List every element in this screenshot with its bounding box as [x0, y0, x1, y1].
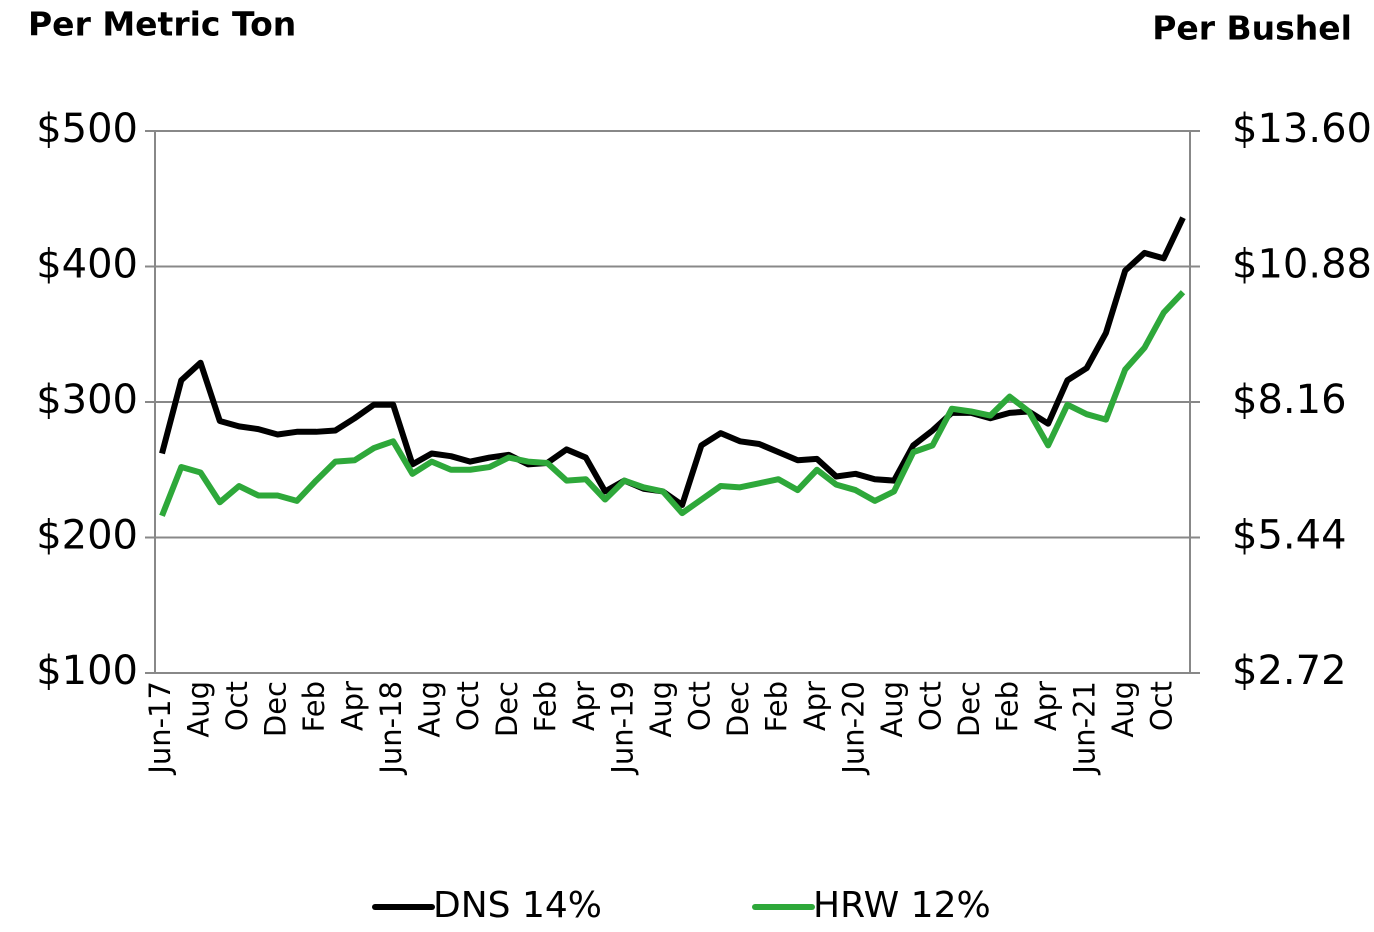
x-tick-label: Dec [259, 681, 293, 737]
x-tick-label: Jun-18 [374, 681, 408, 776]
x-tick-label: Oct [451, 681, 485, 731]
x-tick-label: Aug [875, 681, 909, 738]
x-tick-label: Oct [914, 681, 948, 731]
x-tick-label: Feb [759, 681, 793, 732]
x-tick-label: Dec [952, 681, 986, 737]
x-tick-label: Aug [182, 681, 216, 738]
x-tick-label: Jun-20 [837, 681, 871, 776]
x-tick-label: Feb [297, 681, 331, 732]
x-tick-label: Aug [1106, 681, 1140, 738]
x-tick-label: Dec [721, 681, 755, 737]
y2-tick-label: $13.60 [1232, 106, 1372, 152]
x-tick-label: Dec [490, 681, 524, 737]
x-tick-label: Apr [1029, 681, 1063, 731]
x-tick-label: Aug [644, 681, 678, 738]
x-tick-label: Jun-19 [605, 681, 639, 776]
y2-tick-label: $5.44 [1232, 513, 1347, 559]
y-tick-label: $400 [36, 242, 138, 288]
y-tick-label: $500 [36, 106, 138, 152]
x-tick-label: Oct [220, 681, 254, 731]
y-tick-label: $200 [36, 513, 138, 559]
series-line [159, 290, 1186, 517]
y2-tick-label: $8.16 [1232, 377, 1347, 423]
y2-tick-label: $10.88 [1232, 242, 1372, 288]
x-tick-label: Apr [567, 681, 601, 731]
y2-tick-label: $2.72 [1232, 648, 1347, 694]
x-tick-label: Aug [413, 681, 447, 738]
y-tick-label: $100 [36, 648, 138, 694]
x-tick-label: Jun-21 [1068, 681, 1102, 776]
x-tick-label: Oct [682, 681, 716, 731]
x-tick-label: Apr [336, 681, 370, 731]
y-tick-label: $300 [36, 377, 138, 423]
y2-axis-title: Per Bushel [1152, 9, 1352, 48]
series-line [159, 216, 1186, 508]
legend-label: DNS 14% [433, 885, 602, 926]
x-tick-label: Apr [798, 681, 832, 731]
x-tick-label: Feb [991, 681, 1025, 732]
x-tick-label: Feb [528, 681, 562, 732]
x-tick-label: Jun-17 [143, 681, 177, 776]
legend-label: HRW 12% [813, 885, 991, 926]
x-tick-label: Oct [1145, 681, 1179, 731]
y-axis-title: Per Metric Ton [28, 5, 296, 44]
